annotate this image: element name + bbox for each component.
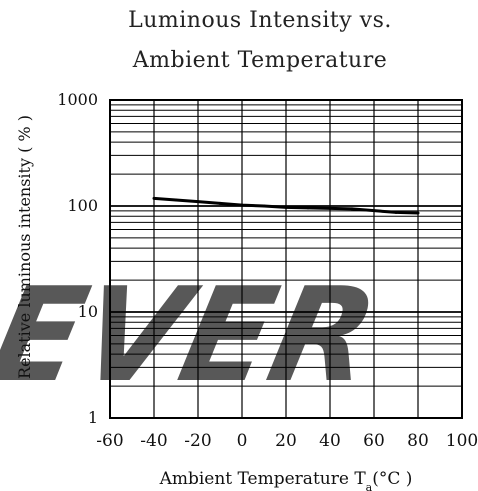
x-tick-label: 60 [363, 431, 385, 451]
data-point [328, 206, 332, 210]
x-tick-label: -20 [184, 431, 211, 451]
data-point [218, 201, 222, 205]
data-point [284, 205, 288, 209]
x-tick-label: 100 [446, 431, 478, 451]
data-point [152, 196, 156, 200]
data-point [196, 200, 200, 204]
chart-title-line-2: Ambient Temperature [132, 48, 388, 73]
data-point [306, 206, 310, 210]
x-axis-label: Ambient Temperature Ta(°C ) [159, 469, 413, 491]
plot-frame [109, 99, 463, 419]
y-tick-label: 10 [78, 302, 98, 321]
x-tick-label: 0 [237, 431, 248, 451]
x-tick-label: -40 [140, 431, 167, 451]
data-point [240, 203, 244, 207]
x-tick-label: 20 [275, 431, 297, 451]
data-point [416, 211, 420, 215]
y-tick-label: 100 [67, 196, 98, 215]
data-point [350, 207, 354, 211]
y-tick-label: 1 [88, 408, 98, 427]
data-point [262, 204, 266, 208]
x-tick-label: -60 [96, 431, 123, 451]
y-tick-label: 1000 [57, 90, 98, 109]
data-point [394, 210, 398, 214]
data-point [174, 198, 178, 202]
series-line [153, 196, 419, 215]
y-axis-label: Relative luminous intensity ( % ) [15, 115, 34, 379]
chart-title-line-1: Luminous Intensity vs. [128, 8, 392, 33]
x-tick-label: 40 [319, 431, 341, 451]
x-tick-label: 80 [407, 431, 429, 451]
